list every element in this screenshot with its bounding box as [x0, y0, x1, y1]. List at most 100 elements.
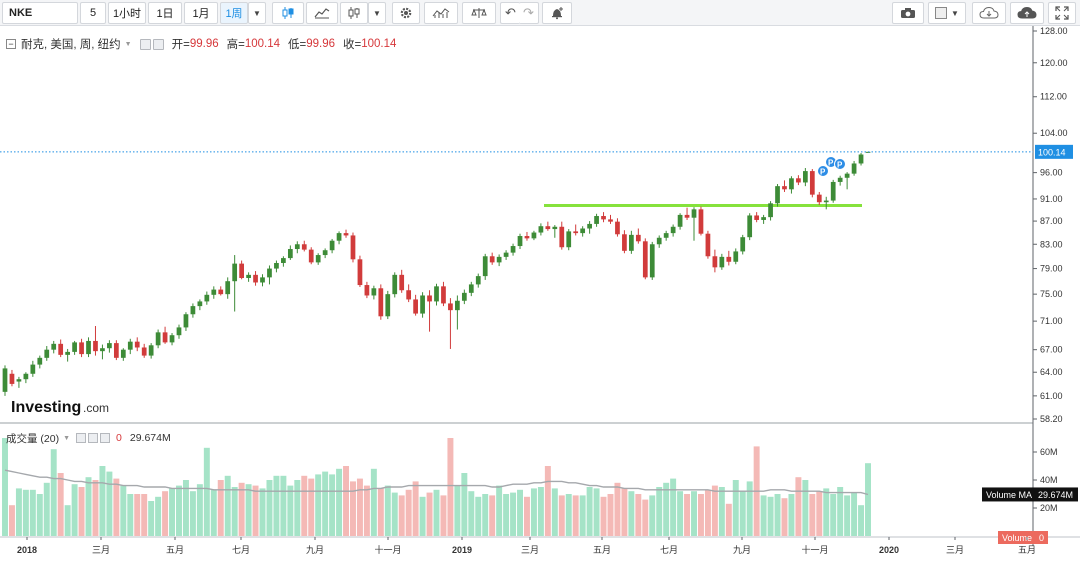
volume-bar: [182, 480, 189, 536]
volume-bar: [468, 491, 475, 536]
candle: [385, 290, 391, 320]
candle-body: [93, 340, 98, 352]
candle: [635, 228, 641, 244]
volume-bar: [503, 494, 510, 536]
price-grid: [0, 26, 1080, 546]
candle-body: [239, 263, 244, 279]
chevron-down-icon: ▼: [253, 8, 261, 18]
volume-bar: [607, 494, 614, 536]
interval-1m-button[interactable]: 1月: [184, 2, 218, 24]
interval-1w-button[interactable]: 1周: [220, 2, 248, 24]
candle: [44, 346, 50, 361]
price-chart[interactable]: 100.14 PP P 128.00120.00112.00104.0096.00…: [0, 26, 1080, 562]
redo-button[interactable]: ↷: [519, 2, 539, 24]
fullscreen-button[interactable]: [1048, 2, 1076, 24]
candle-body: [274, 262, 279, 269]
candle: [427, 290, 432, 332]
candle-body: [601, 216, 606, 220]
price-tick-label: 58.20: [1040, 414, 1063, 424]
candle: [2, 365, 8, 396]
candle-body: [622, 234, 627, 251]
candle-body: [802, 171, 808, 183]
candle: [489, 252, 495, 265]
legend-settings-icon[interactable]: [139, 38, 151, 50]
bars-style-button[interactable]: [340, 2, 368, 24]
candle-body: [747, 215, 753, 238]
candles-style-button[interactable]: [272, 2, 304, 24]
close-value: 100.14: [361, 38, 397, 50]
open-label: 开=: [171, 39, 190, 51]
volume-bar: [795, 477, 802, 536]
volume-bar: [363, 485, 370, 536]
volume-bar: [238, 482, 245, 536]
volume-tick-label: 20M: [1040, 503, 1058, 513]
candle-body: [336, 233, 342, 241]
price-legend: − 耐克, 美国, 周, 纽约 ▼ 开= 99.96 高= 100.14 低= 99.…: [6, 36, 404, 52]
volume-bar: [816, 491, 823, 536]
indicators-button[interactable]: [424, 2, 458, 24]
candle-body: [204, 294, 210, 302]
volume-bar: [865, 463, 871, 536]
volume-close-icon[interactable]: [100, 433, 111, 443]
collapse-legend-button[interactable]: −: [6, 39, 16, 49]
volume-bar: [92, 480, 99, 536]
candle: [413, 294, 418, 316]
event-marker-label: P: [828, 158, 834, 167]
candle: [218, 286, 224, 296]
candle-body: [281, 258, 286, 263]
volume-hide-icon[interactable]: [88, 433, 99, 443]
volume-bar: [684, 494, 691, 536]
candle-body: [246, 274, 251, 279]
volume-bar: [544, 466, 551, 536]
save-layout-button[interactable]: [1010, 2, 1044, 24]
legend-hide-icon[interactable]: [152, 38, 164, 50]
candle: [503, 250, 509, 260]
volume-settings-icon[interactable]: [76, 433, 87, 443]
candle-body: [677, 214, 683, 227]
candle-body: [225, 281, 231, 295]
volume-bar: [15, 488, 22, 536]
load-layout-button[interactable]: [972, 2, 1006, 24]
volume-bar: [774, 494, 781, 536]
settings-button[interactable]: [392, 2, 420, 24]
candlestick-series: [2, 151, 871, 396]
candle: [225, 277, 231, 299]
volume-bar: [670, 478, 677, 536]
candle: [329, 238, 335, 254]
event-marker-label: P: [837, 160, 843, 169]
chevron-down-icon[interactable]: ▼: [124, 40, 132, 48]
candle-body: [482, 256, 488, 277]
volume-legend: 成交量 (20) ▼ 0 29.674M: [6, 431, 171, 445]
screenshot-button[interactable]: [892, 2, 924, 24]
volume-bar: [356, 478, 363, 536]
candle-body: [789, 178, 794, 190]
volume-ma-tag-value: 29.674M: [1038, 490, 1073, 500]
candle-body: [378, 288, 384, 317]
style-dropdown-button[interactable]: ▼: [368, 2, 386, 24]
price-tick-label: 128.00: [1040, 26, 1068, 36]
candle: [566, 229, 572, 251]
interval-1h-button[interactable]: 1小时: [108, 2, 146, 24]
volume-bar: [127, 494, 134, 536]
candle-body: [176, 327, 182, 336]
symbol-input[interactable]: NKE: [2, 2, 78, 24]
volume-ma-tag: [982, 487, 1078, 502]
volume-bar: [704, 489, 711, 536]
candle: [371, 285, 377, 300]
candle-body: [329, 240, 335, 251]
event-markers: PP P: [817, 156, 846, 177]
candle: [538, 223, 544, 236]
volume-bar: [50, 449, 57, 536]
candle: [559, 221, 565, 250]
interval-dropdown-button[interactable]: ▼: [248, 2, 266, 24]
color-picker-button[interactable]: ▼: [928, 2, 966, 24]
interval-input[interactable]: 5: [80, 2, 106, 24]
time-tick-label: 五月: [1018, 545, 1036, 555]
volume-bar: [517, 489, 523, 536]
alert-button[interactable]: [542, 2, 572, 24]
interval-1d-button[interactable]: 1日: [148, 2, 182, 24]
area-style-button[interactable]: [306, 2, 338, 24]
undo-button[interactable]: ↶: [500, 2, 520, 24]
chevron-down-icon[interactable]: ▼: [63, 434, 71, 442]
compare-button[interactable]: [462, 2, 496, 24]
